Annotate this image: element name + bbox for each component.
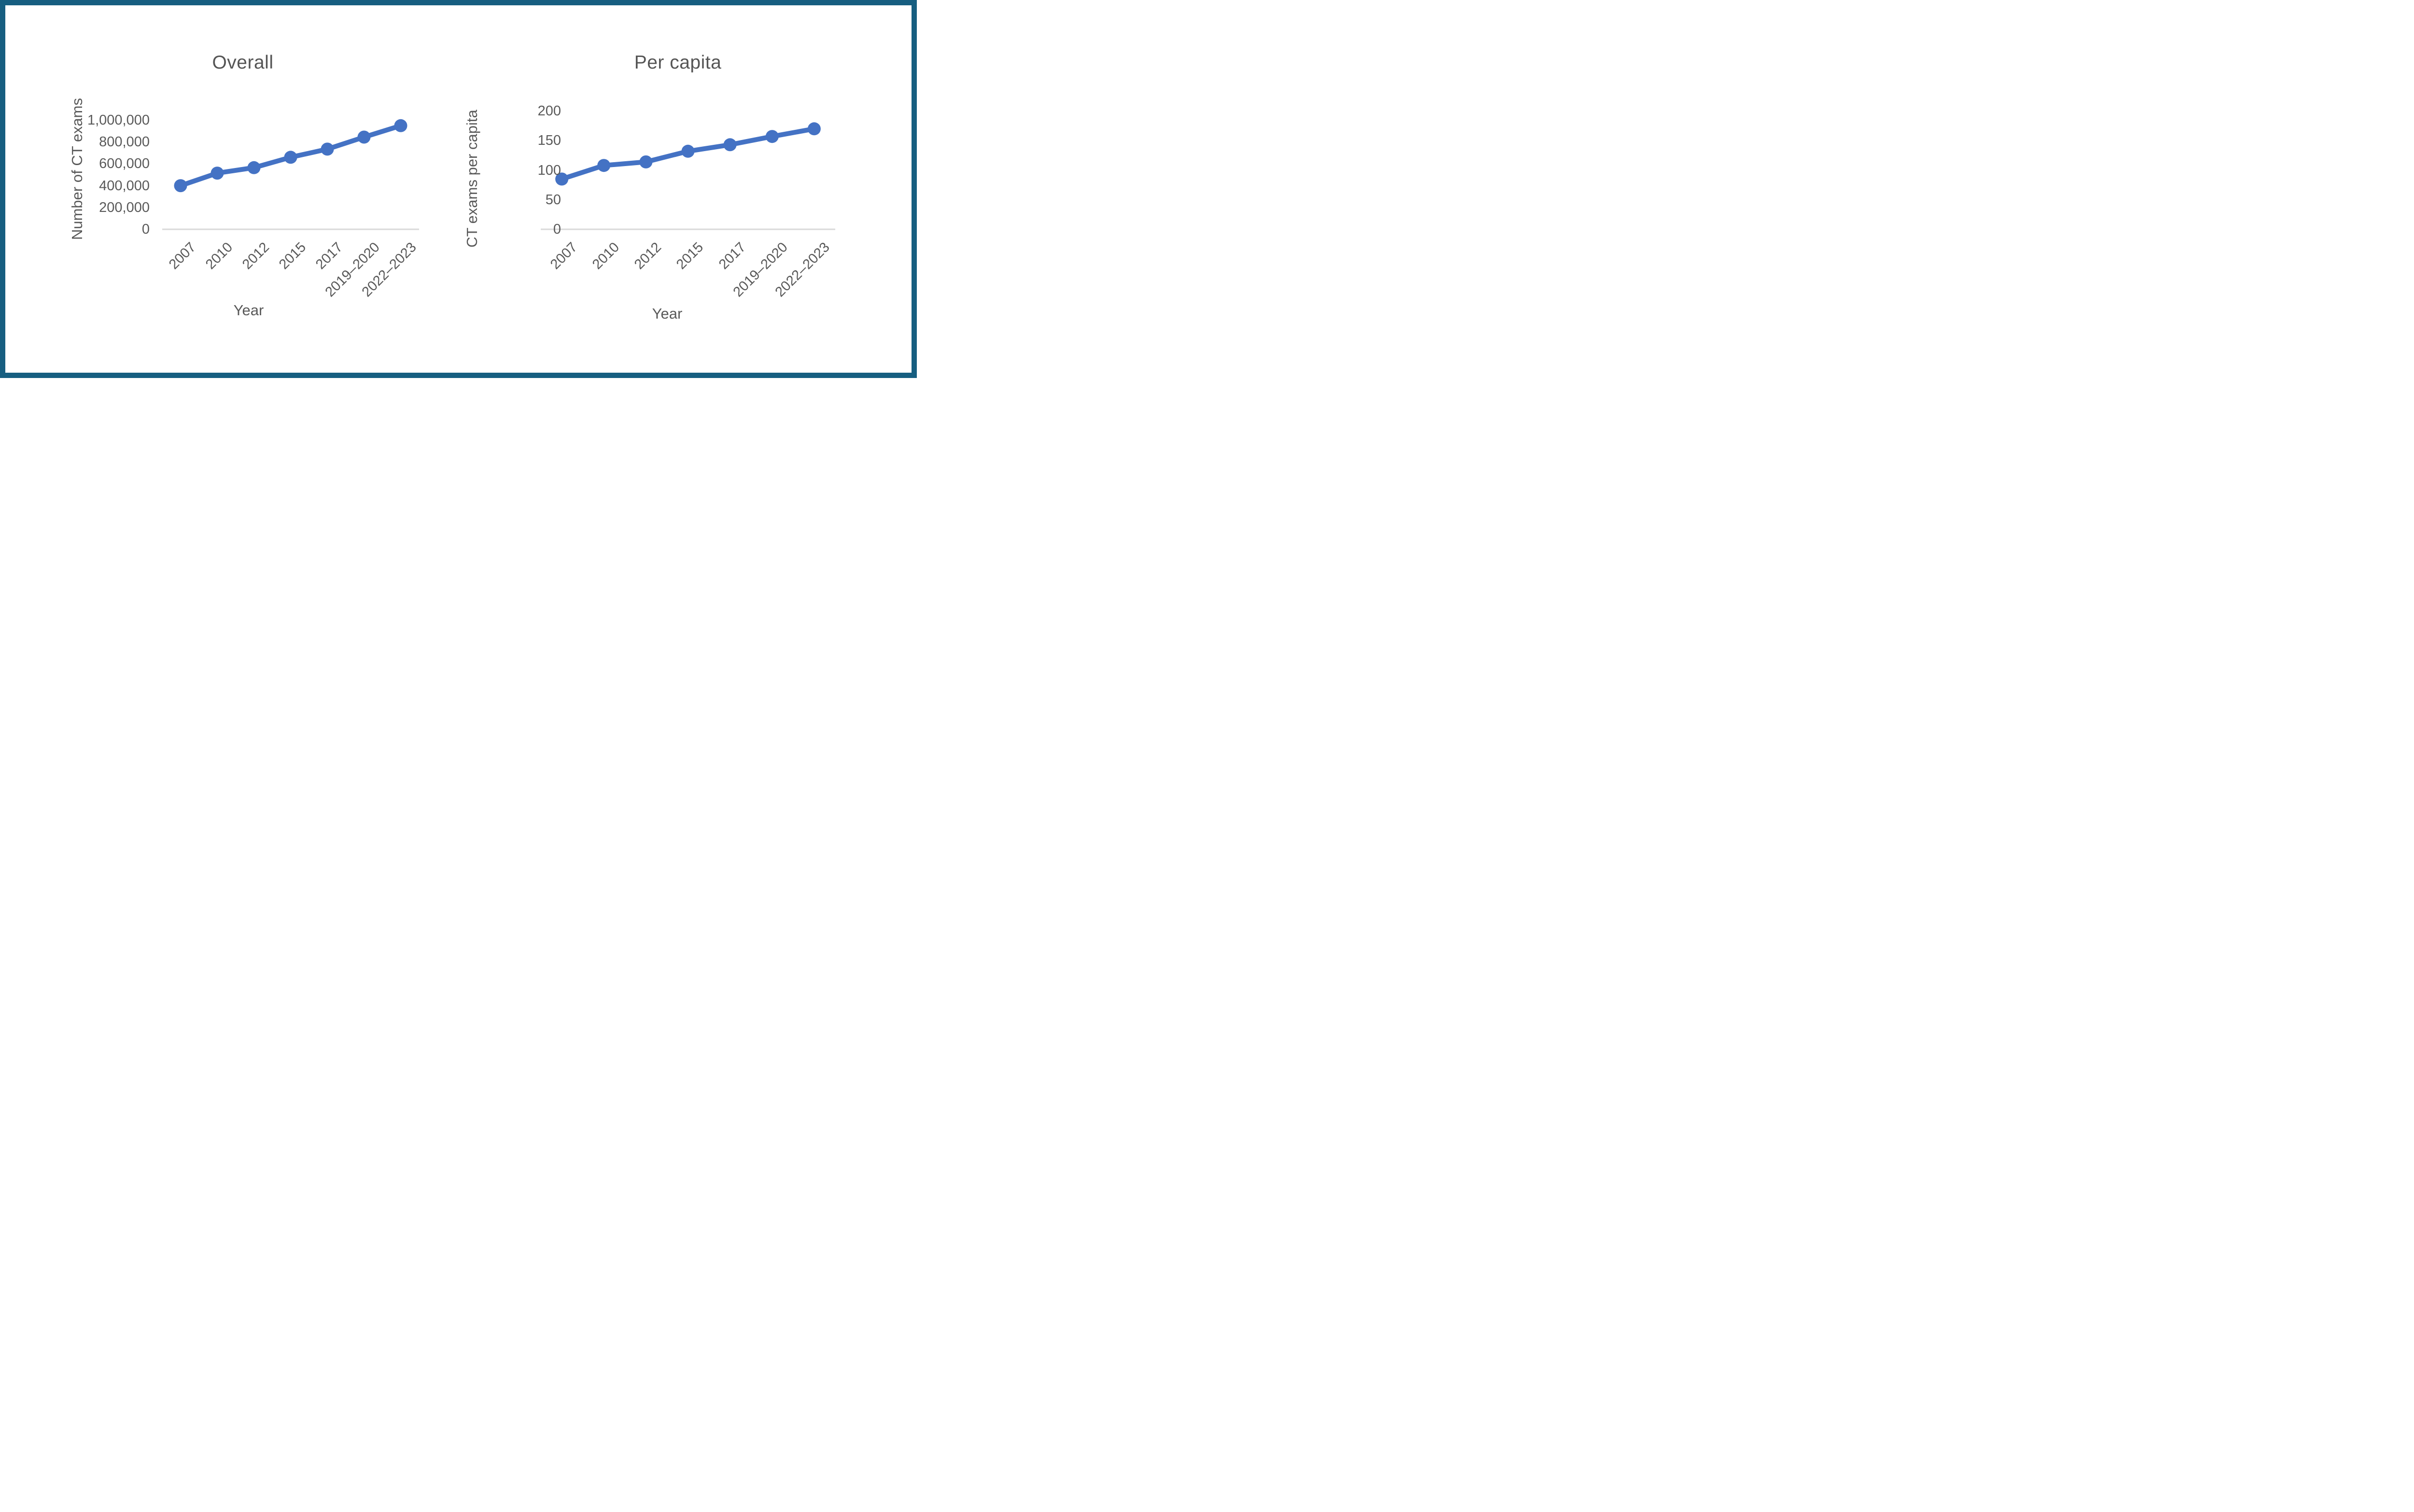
chart-overall-x-axis-title: Year — [233, 302, 264, 319]
y-tick-label-per-capita: 0 — [553, 222, 561, 237]
data-point-per-capita-2022–2023 — [807, 122, 821, 136]
data-point-overall-2007 — [174, 179, 187, 193]
data-point-overall-2010 — [211, 167, 224, 180]
data-point-overall-2022–2023 — [394, 119, 407, 132]
chart-per-capita-title: Per capita — [634, 52, 722, 73]
chart-per-capita-x-axis-title: Year — [652, 305, 683, 322]
y-tick-label-per-capita: 200 — [537, 103, 561, 119]
data-point-per-capita-2007 — [555, 172, 569, 186]
y-tick-label-overall: 200,000 — [99, 199, 150, 215]
y-tick-label-per-capita: 50 — [545, 192, 561, 208]
chart-per-capita-y-axis-title: CT exams per capita — [463, 110, 480, 248]
data-point-per-capita-2012 — [639, 155, 653, 168]
y-tick-label-overall: 1,000,000 — [87, 112, 150, 128]
data-point-per-capita-2015 — [681, 144, 695, 158]
y-tick-label-overall: 600,000 — [99, 156, 150, 172]
data-point-per-capita-2010 — [597, 159, 611, 172]
y-tick-label-overall: 0 — [141, 222, 150, 237]
y-tick-label-per-capita: 150 — [537, 133, 561, 149]
data-point-per-capita-2019–2020 — [765, 130, 779, 143]
chart-overall-title: Overall — [212, 52, 274, 73]
data-point-per-capita-2017 — [723, 138, 737, 152]
y-tick-label-overall: 800,000 — [99, 134, 150, 150]
data-point-overall-2012 — [247, 161, 261, 174]
y-tick-label-overall: 400,000 — [99, 178, 150, 194]
data-point-overall-2015 — [284, 151, 297, 164]
data-point-overall-2019–2020 — [357, 130, 371, 144]
y-tick-label-per-capita: 100 — [537, 162, 561, 178]
figure-frame — [0, 0, 917, 378]
data-point-overall-2017 — [321, 142, 334, 156]
chart-canvas — [162, 119, 835, 230]
